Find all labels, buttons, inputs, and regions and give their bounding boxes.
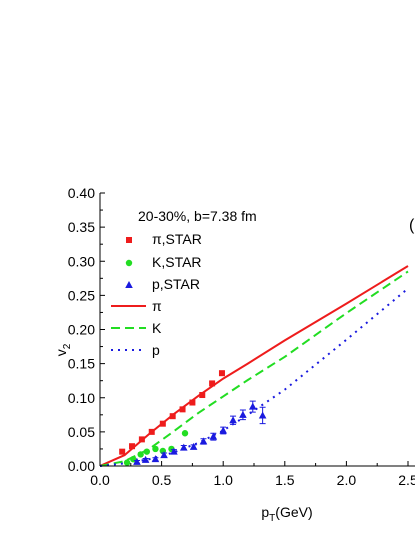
legend-marker-square: [126, 237, 132, 243]
data-point-square: [159, 420, 166, 427]
data-point-circle: [181, 430, 189, 437]
x-tick-label: 0.0: [90, 472, 110, 488]
data-point-triangle: [160, 451, 168, 459]
legend-label: π,STAR: [152, 231, 202, 247]
data-point-triangle: [189, 442, 198, 450]
legend-label: p,STAR: [152, 276, 200, 292]
legend: π,STAR K,STAR p,STAR πKp: [111, 231, 202, 358]
x-tick-label: 0.5: [152, 472, 172, 488]
legend-label: K,STAR: [152, 254, 202, 270]
data-point-circle: [152, 445, 159, 453]
data-point-triangle: [258, 411, 267, 419]
data-point-triangle: [151, 455, 160, 463]
data-point-triangle: [133, 457, 141, 465]
x-tick-label: 1.5: [275, 472, 295, 488]
y-tick-label: 0.00: [68, 458, 95, 474]
legend-label: π: [152, 298, 162, 314]
model-curves: [100, 265, 409, 467]
data-markers: [119, 370, 267, 466]
y-axis-label: v2: [53, 343, 73, 356]
legend-marker-triangle: [125, 281, 133, 288]
y-tick-label: 0.10: [68, 390, 95, 406]
y-tick-label: 0.25: [68, 287, 95, 303]
data-point-square: [189, 399, 196, 406]
y-tick-label: 0.30: [68, 253, 95, 269]
data-point-triangle: [179, 443, 188, 451]
data-point-triangle: [209, 432, 218, 440]
data-point-triangle: [248, 402, 257, 410]
y-tick-label: 0.15: [68, 356, 95, 372]
data-point-square: [179, 406, 186, 413]
y-tick-label: 0.05: [68, 424, 95, 440]
data-point-triangle: [170, 447, 178, 455]
data-point-circle: [143, 448, 151, 455]
legend-label: p: [152, 342, 160, 358]
data-point-square: [199, 392, 206, 399]
curve-solid: [100, 265, 409, 467]
chart-annotation: 20-30%, b=7.38 fm: [138, 208, 257, 224]
x-tick-label: 2.5: [398, 472, 415, 488]
data-point-circle: [123, 459, 131, 466]
curve-dashed: [100, 270, 409, 467]
data-point-triangle: [141, 455, 150, 463]
data-point-square: [148, 428, 155, 435]
x-tick-label: 2.0: [337, 472, 357, 488]
plot-area: [100, 265, 409, 467]
data-point-circle: [137, 451, 144, 458]
data-point-triangle: [239, 410, 247, 418]
data-point-square: [129, 443, 136, 450]
curve-dotted: [100, 287, 409, 467]
x-axis-ticks: 0.0 0.5 1.0 1.5 2.0 2.5: [90, 461, 415, 488]
y-tick-label: 0.40: [68, 185, 95, 201]
y-tick-label: 0.35: [68, 219, 95, 235]
data-point-square: [209, 380, 216, 387]
panel-label: (: [409, 217, 415, 234]
data-point-triangle: [229, 416, 237, 424]
data-point-triangle: [219, 426, 227, 434]
x-axis-label: pT(GeV): [261, 504, 312, 524]
data-point-square: [138, 436, 145, 443]
y-tick-label: 0.20: [68, 322, 95, 338]
legend-marker-circle: [125, 259, 133, 267]
x-tick-label: 1.0: [213, 472, 233, 488]
data-point-square: [218, 370, 225, 377]
data-point-triangle: [199, 437, 208, 445]
y-axis-ticks: 0.00 0.05 0.10 0.15 0.20 0.25 0.30 0.35 0.40: [68, 185, 105, 474]
data-point-square: [119, 448, 126, 455]
legend-label: K: [152, 320, 162, 336]
axes: 0.0 0.5 1.0 1.5 2.0 2.5 0.000.050.100.150.200…: [68, 185, 415, 488]
data-point-square: [169, 413, 176, 420]
